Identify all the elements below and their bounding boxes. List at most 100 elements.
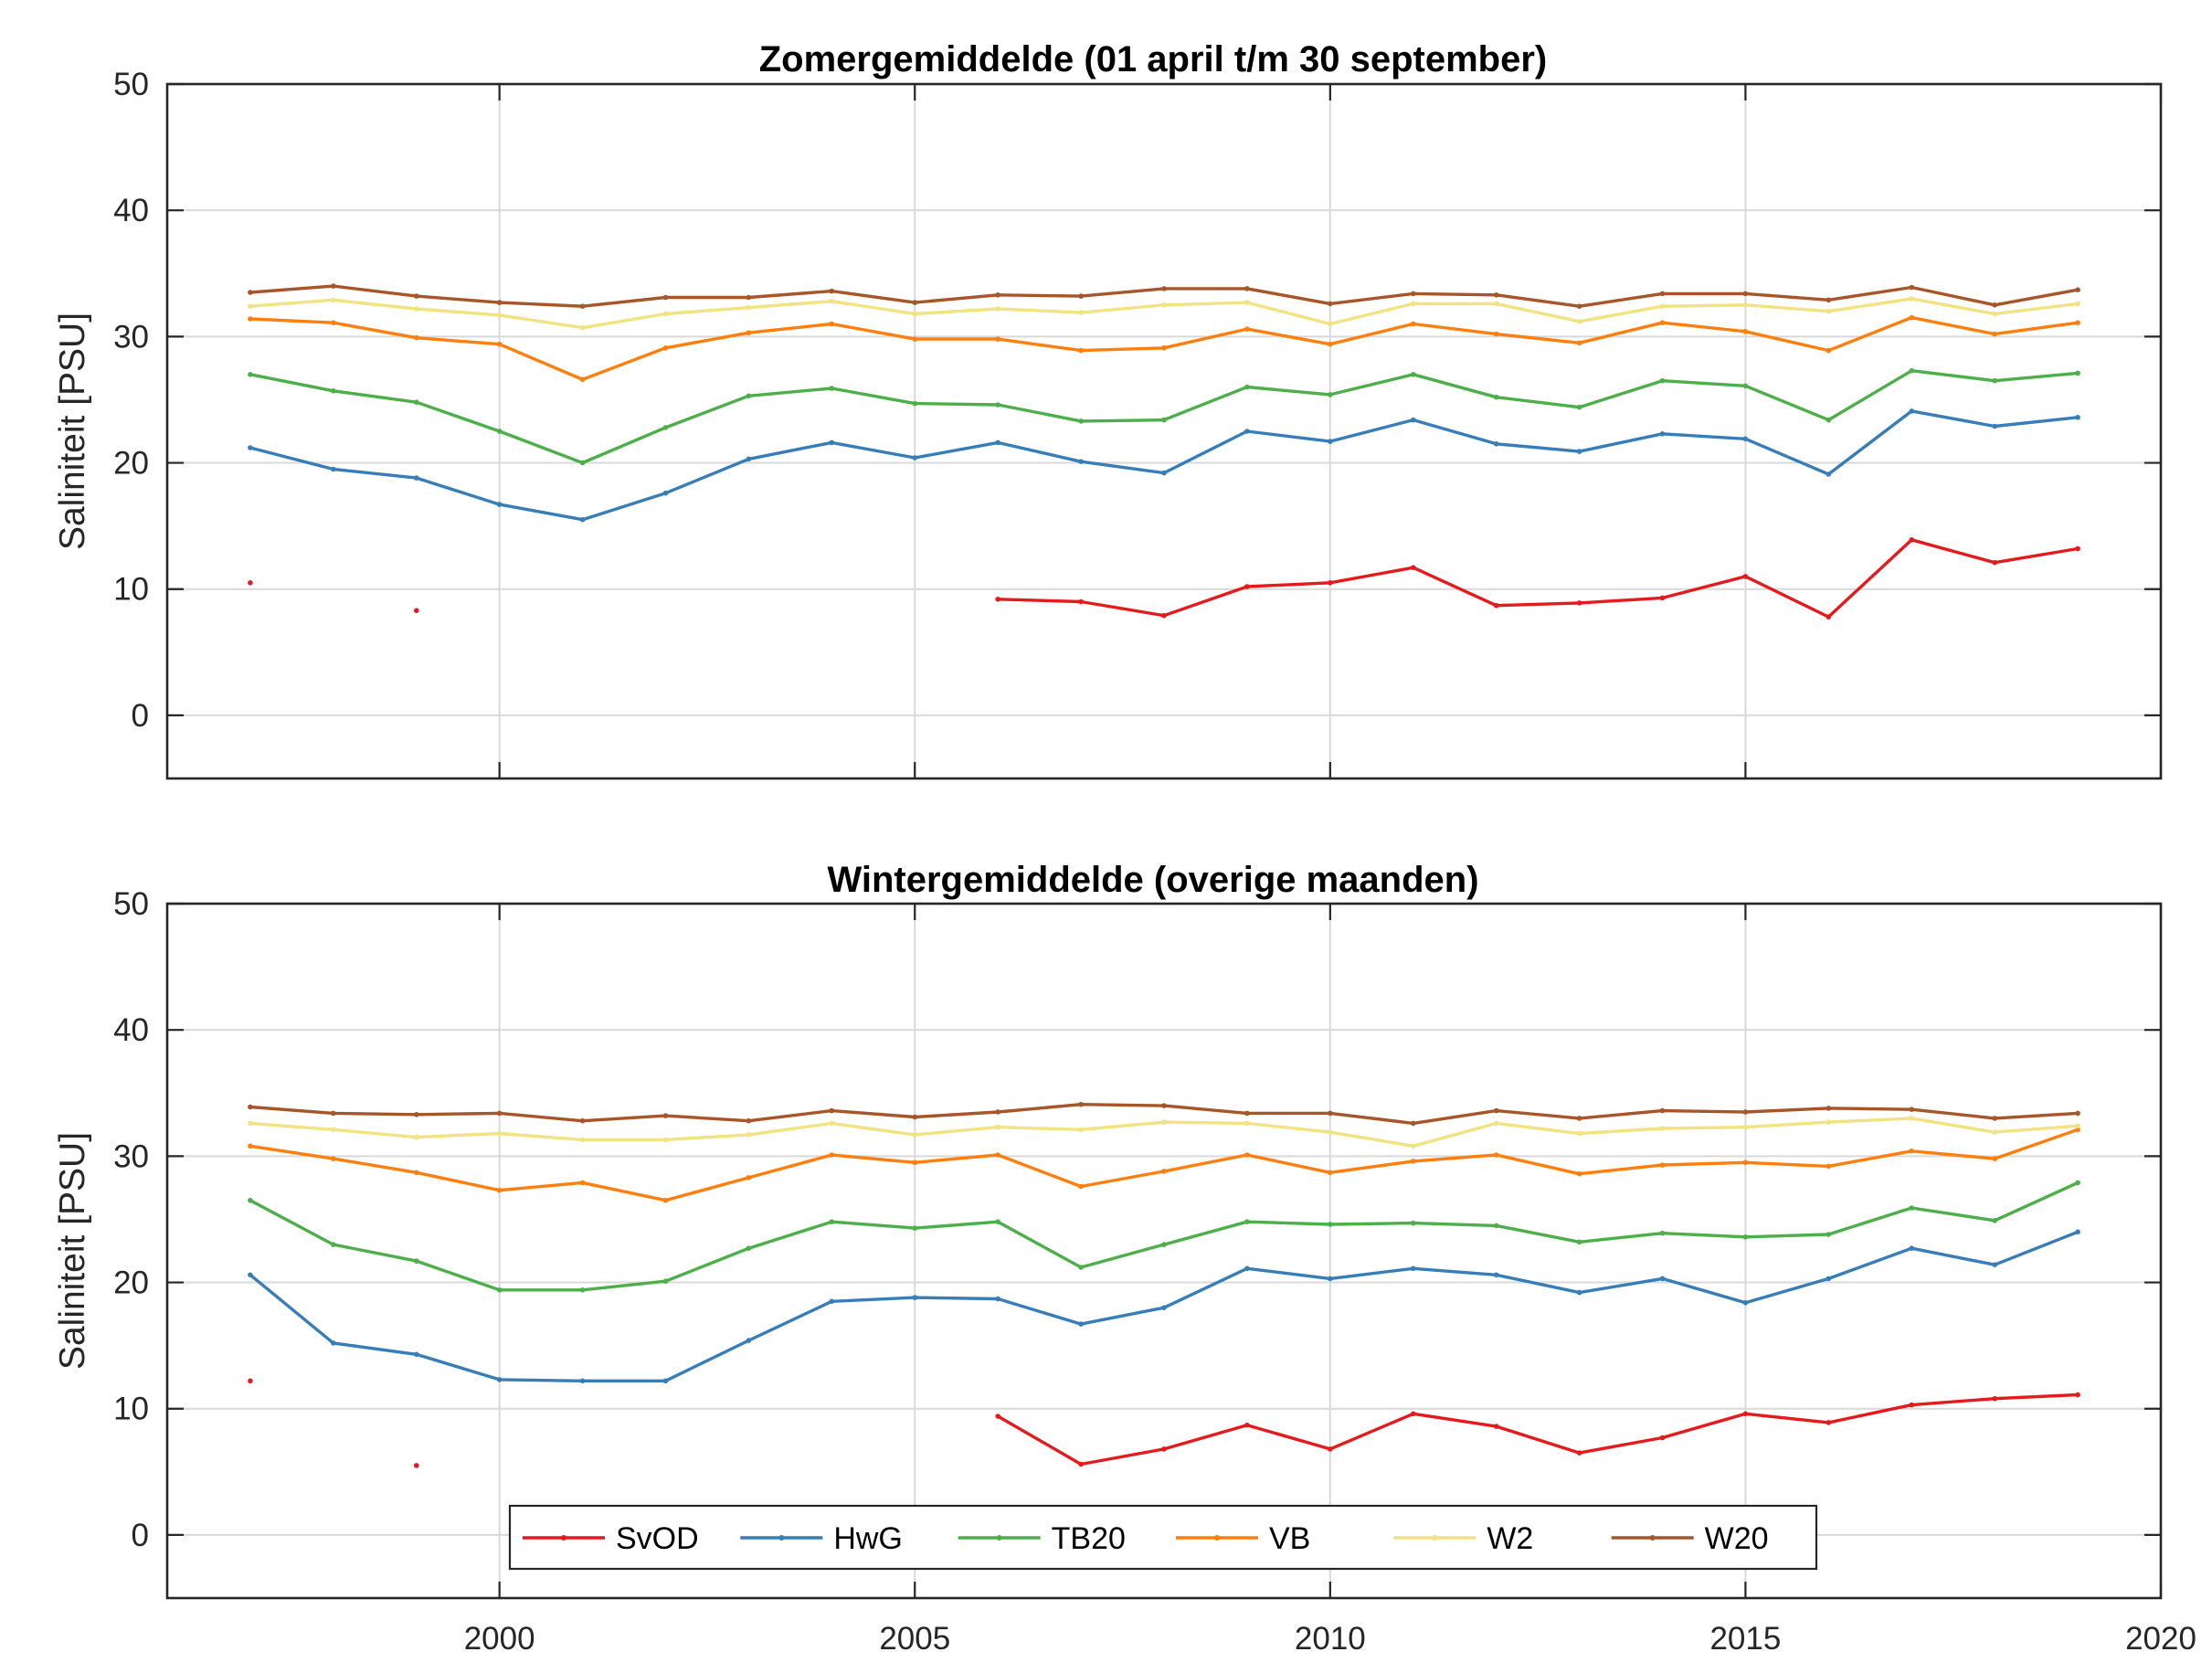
winter-point-w20 <box>1244 1110 1250 1117</box>
winter-point-hwg <box>1328 1276 1333 1282</box>
summer-point-w20 <box>579 303 586 310</box>
summer-point-w20 <box>1659 291 1666 297</box>
winter-point-hwg <box>1742 1299 1749 1306</box>
winter-point-w20 <box>1742 1109 1749 1115</box>
winter-point-w20 <box>1493 1107 1499 1114</box>
winter-point-tb20 <box>1328 1222 1333 1227</box>
legend-item-w20: W20 <box>1611 1521 1769 1556</box>
legend-marker-w20 <box>1649 1535 1656 1541</box>
summer-point-w20 <box>1826 297 1832 303</box>
summer-point-w20 <box>1161 286 1167 291</box>
winter-point-w20 <box>1576 1116 1582 1121</box>
winter-point-vb <box>1328 1170 1333 1176</box>
summer-point-w20 <box>1909 284 1915 291</box>
summer-point-hwg <box>1411 417 1416 423</box>
summer-point-w20 <box>1078 293 1084 299</box>
summer-point-hwg <box>912 455 918 461</box>
winter-point-svod <box>1576 1450 1582 1456</box>
winter-point-w20 <box>995 1109 1000 1115</box>
summer-point-svod <box>1161 612 1167 619</box>
summer-point-w2 <box>1742 302 1749 308</box>
summer-point-tb20 <box>496 429 503 434</box>
summer-point-tb20 <box>1328 392 1333 397</box>
winter-point-w20 <box>331 1110 336 1117</box>
summer-y-tick-label: 10 <box>113 572 149 608</box>
winter-point-tb20 <box>1244 1219 1250 1224</box>
winter-point-w2 <box>414 1134 419 1140</box>
summer-point-w20 <box>912 300 918 305</box>
legend-item-hwg: HwG <box>740 1521 903 1556</box>
summer-point-w2 <box>662 311 669 317</box>
winter-y-tick-label: 40 <box>113 1012 149 1048</box>
winter-point-w20 <box>1411 1120 1416 1127</box>
winter-point-w2 <box>1742 1124 1749 1130</box>
winter-point-tb20 <box>1992 1218 1997 1223</box>
winter-point-w2 <box>746 1132 752 1138</box>
winter-point-hwg <box>579 1378 586 1384</box>
winter-point-vb <box>331 1156 336 1161</box>
winter-point-hwg <box>496 1377 503 1382</box>
winter-point-tb20 <box>1742 1234 1749 1240</box>
summer-point-vb <box>746 330 752 336</box>
winter-point-svod <box>1992 1395 1997 1402</box>
summer-point-hwg <box>662 490 669 496</box>
summer-series-hwg <box>248 408 2080 523</box>
winter-point-vb <box>248 1143 253 1149</box>
winter-point-vb <box>1244 1152 1250 1158</box>
winter-point-w20 <box>1909 1107 1915 1112</box>
winter-y-tick-label: 30 <box>113 1138 149 1174</box>
winter-point-svod <box>1826 1420 1832 1425</box>
winter-chart-title: Wintergemiddelde (overige maanden) <box>827 860 1478 900</box>
winter-point-vb <box>1078 1183 1084 1190</box>
summer-point-w20 <box>1244 286 1250 291</box>
summer-point-vb <box>1328 341 1333 347</box>
summer-point-w2 <box>2075 301 2080 307</box>
winter-point-svod <box>1659 1435 1666 1441</box>
summer-y-tick-label: 40 <box>113 193 149 228</box>
legend-item-svod: SvOD <box>523 1521 699 1556</box>
winter-point-hwg <box>1909 1245 1915 1251</box>
winter-point-hwg <box>829 1298 835 1305</box>
summer-point-w2 <box>829 298 835 304</box>
winter-point-svod <box>1493 1424 1499 1429</box>
winter-point-w2 <box>331 1127 336 1133</box>
winter-point-w2 <box>1244 1120 1250 1127</box>
winter-point-w20 <box>248 1104 253 1110</box>
winter-point-tb20 <box>496 1287 503 1293</box>
summer-chart-title: Zomergemiddelde (01 april t/m 30 septemb… <box>759 39 1547 79</box>
summer-point-vb <box>1161 345 1167 351</box>
winter-point-svod <box>1244 1422 1250 1428</box>
winter-point-tb20 <box>1909 1205 1915 1211</box>
winter-point-vb <box>414 1170 419 1176</box>
winter-x-tick-label: 2010 <box>1295 1621 1366 1657</box>
winter-point-tb20 <box>1411 1220 1416 1226</box>
summer-point-hwg <box>248 445 253 450</box>
winter-point-svod <box>1161 1446 1167 1452</box>
winter-point-w2 <box>1659 1126 1666 1131</box>
summer-point-w20 <box>414 293 419 299</box>
summer-point-w20 <box>1493 292 1499 298</box>
summer-point-vb <box>1742 329 1749 334</box>
summer-point-w20 <box>2075 287 2080 293</box>
summer-point-vb <box>1826 347 1832 354</box>
winter-point-w20 <box>496 1110 503 1117</box>
summer-point-hwg <box>1659 431 1666 437</box>
winter-point-tb20 <box>662 1278 669 1284</box>
summer-point-w20 <box>1411 291 1416 297</box>
winter-point-tb20 <box>829 1219 835 1224</box>
summer-point-tb20 <box>1078 418 1084 424</box>
summer-point-w20 <box>995 292 1000 298</box>
summer-point-w2 <box>1078 310 1084 315</box>
summer-point-w20 <box>662 294 669 301</box>
legend-marker-vb <box>1214 1535 1220 1541</box>
winter-point-hwg <box>912 1295 918 1300</box>
summer-ticks: 0 10 20 30 40 50 <box>113 67 2163 778</box>
winter-y-tick-label: 20 <box>113 1265 149 1301</box>
legend-marker-svod <box>561 1535 566 1541</box>
summer-point-vb <box>248 316 253 322</box>
winter-point-w20 <box>579 1117 586 1124</box>
winter-point-vb <box>1992 1156 1997 1161</box>
winter-point-w2 <box>995 1124 1000 1130</box>
summer-point-w2 <box>1576 319 1582 324</box>
winter-point-w20 <box>414 1112 419 1117</box>
